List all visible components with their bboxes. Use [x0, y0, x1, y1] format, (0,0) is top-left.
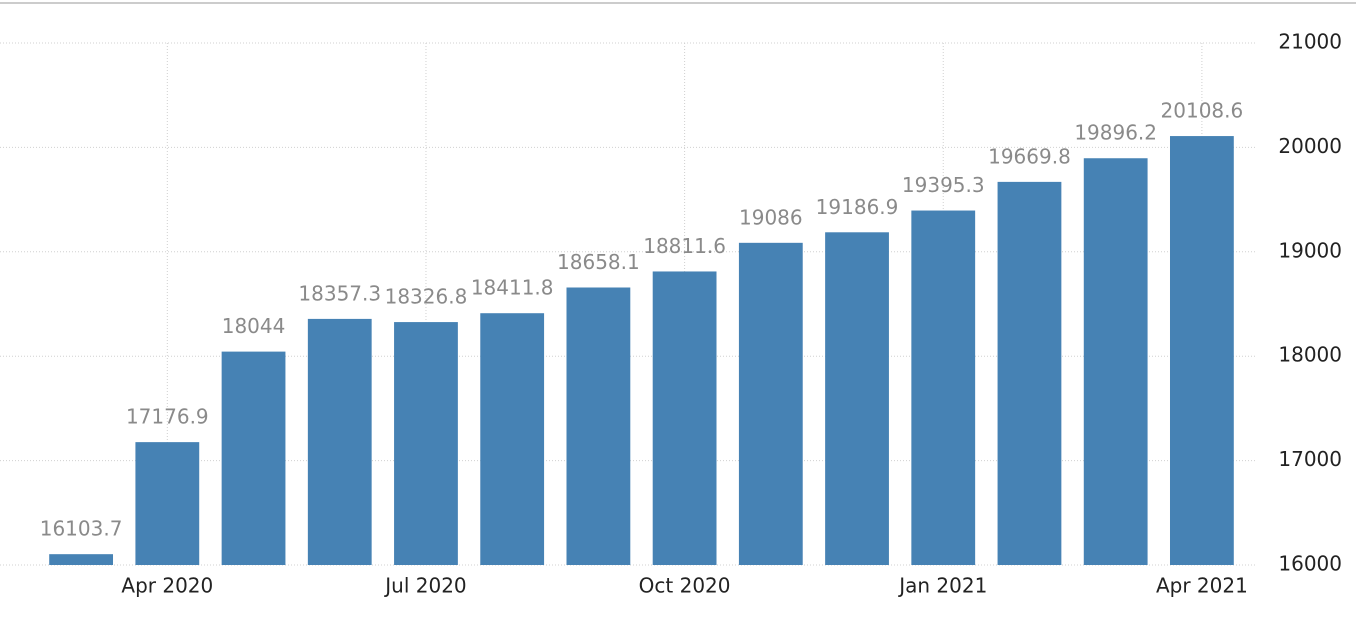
bar — [307, 318, 372, 565]
value-label: 16103.7 — [40, 517, 123, 541]
value-label: 20108.6 — [1161, 99, 1244, 123]
y-tick-label: 18000 — [1278, 343, 1342, 367]
bar — [480, 313, 545, 565]
value-label: 18811.6 — [643, 234, 726, 258]
y-tick-label: 19000 — [1278, 238, 1342, 262]
bar — [652, 271, 717, 565]
y-tick-label: 20000 — [1278, 134, 1342, 158]
x-tick-label: Apr 2021 — [1156, 574, 1248, 598]
value-label: 18357.3 — [298, 281, 381, 305]
bar — [738, 242, 803, 565]
y-tick-label: 17000 — [1278, 447, 1342, 471]
x-tick-label: Oct 2020 — [639, 574, 731, 598]
value-label: 18044 — [222, 314, 286, 338]
bar — [394, 322, 458, 565]
value-label: 19896.2 — [1074, 121, 1157, 145]
value-label: 19186.9 — [816, 195, 899, 219]
bar — [997, 181, 1062, 566]
x-tick-label: Apr 2020 — [121, 574, 213, 598]
bar — [566, 287, 631, 565]
value-label: 19395.3 — [902, 173, 985, 197]
value-label: 18411.8 — [471, 276, 554, 300]
value-label: 17176.9 — [126, 405, 209, 429]
y-tick-label: 21000 — [1278, 30, 1342, 54]
bar — [1169, 136, 1234, 565]
bar — [49, 554, 114, 565]
bar — [825, 232, 889, 565]
x-tick-label: Jul 2020 — [383, 574, 466, 598]
value-label: 18326.8 — [385, 285, 468, 309]
bar — [221, 351, 286, 565]
value-label: 18658.1 — [557, 250, 640, 274]
x-tick-label: Jan 2021 — [897, 574, 987, 598]
bar — [1083, 158, 1148, 565]
y-tick-label: 16000 — [1278, 552, 1342, 576]
bar — [911, 210, 976, 565]
value-label: 19086 — [739, 205, 803, 229]
bar — [135, 442, 200, 565]
value-label: 19669.8 — [988, 144, 1071, 168]
